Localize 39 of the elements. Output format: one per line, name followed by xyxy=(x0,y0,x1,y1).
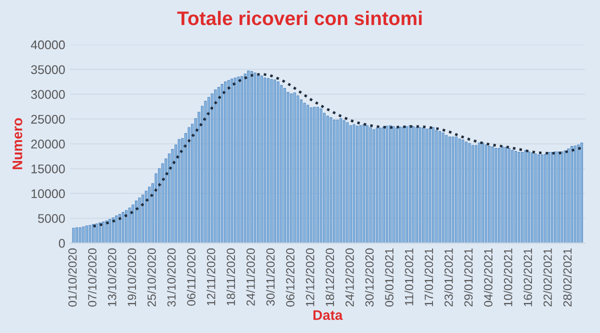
x-tick-label: 16/02/2021 xyxy=(523,248,532,306)
x-tick-label: 28/02/2021 xyxy=(562,248,572,306)
x-tick-label: 18/11/2020 xyxy=(226,248,236,306)
x-tick-label: 24/11/2020 xyxy=(246,248,255,306)
x-tick-label: 12/12/2020 xyxy=(306,248,314,306)
x-tick-label: 23/01/2021 xyxy=(444,248,453,306)
chart-title: Totale ricoveri con sintomi xyxy=(177,10,422,26)
y-tick-label: 30000 xyxy=(31,90,65,99)
x-tick-label: 31/10/2020 xyxy=(167,248,176,307)
x-tick-label: 25/10/2020 xyxy=(147,248,156,306)
x-tick-label: 11/01/2021 xyxy=(404,248,414,306)
y-tick-label: 5000 xyxy=(38,214,65,223)
x-tick-label: 01/10/2020 xyxy=(68,248,77,307)
x-tick-label: 06/11/2020 xyxy=(186,248,196,306)
y-tick-label: 0 xyxy=(58,238,65,248)
y-tick-label: 15000 xyxy=(32,164,65,174)
x-tick-label: 07/10/2020 xyxy=(88,248,96,307)
y-tick-label: 25000 xyxy=(31,114,65,124)
y-tick-label: 20000 xyxy=(31,140,65,149)
x-axis-title: Data xyxy=(313,310,343,320)
x-tick-label: 18/12/2020 xyxy=(325,248,334,306)
x-tick-label: 19/10/2020 xyxy=(127,248,136,306)
x-tick-label: 10/02/2021 xyxy=(504,248,512,306)
y-tick-label: 10000 xyxy=(32,189,65,198)
x-tick-label: 29/01/2021 xyxy=(464,248,473,306)
y-tick-label: 35000 xyxy=(31,65,65,74)
line-series xyxy=(92,72,583,228)
x-tick-label: 06/12/2020 xyxy=(286,248,294,307)
y-tick-label: 40000 xyxy=(30,40,65,50)
x-tick-label: 04/02/2021 xyxy=(484,248,492,307)
x-tick-label: 13/10/2020 xyxy=(108,248,116,306)
x-tick-label: 22/02/2021 xyxy=(543,248,552,306)
x-tick-label: 12/11/2020 xyxy=(206,248,216,306)
x-tick-label: 30/12/2020 xyxy=(364,248,374,307)
x-tick-label: 24/12/2020 xyxy=(345,248,354,306)
x-tick-label: 05/01/2021 xyxy=(384,248,394,307)
x-tick-label: 30/11/2020 xyxy=(266,248,275,306)
y-axis-title: Numero xyxy=(12,118,22,170)
x-tick-label: 17/01/2021 xyxy=(424,248,434,306)
